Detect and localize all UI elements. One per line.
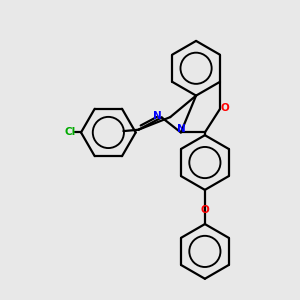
Text: O: O <box>221 103 230 113</box>
Text: O: O <box>200 205 209 215</box>
Text: N: N <box>153 111 162 121</box>
Text: Cl: Cl <box>64 128 76 137</box>
Text: N: N <box>177 124 186 134</box>
